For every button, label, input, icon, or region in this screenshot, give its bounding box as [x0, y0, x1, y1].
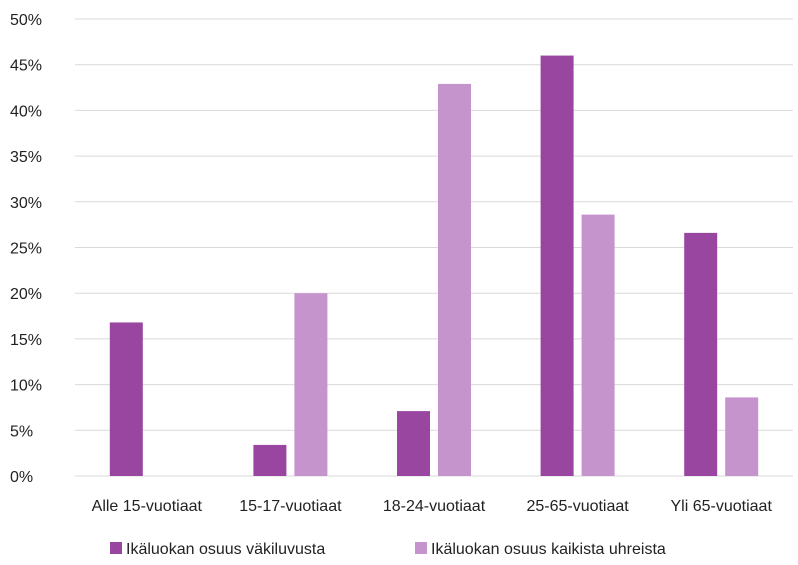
bar-population-share	[684, 232, 718, 476]
legend: Ikäluokan osuus väkiluvusta Ikäluokan osu…	[110, 541, 666, 558]
y-tick-label: 0%	[10, 469, 33, 486]
x-axis: Alle 15-vuotiaat 15-17-vuotiaat 18-24-vuot…	[92, 498, 773, 515]
x-tick-label: 25-65-vuotiaat	[526, 498, 629, 515]
legend-label: Ikäluokan osuus väkiluvusta	[126, 541, 325, 558]
x-tick-label: Yli 65-vuotiaat	[671, 498, 773, 515]
y-tick-label: 25%	[10, 241, 42, 258]
bar-population-share	[397, 411, 430, 476]
x-tick-label: Alle 15-vuotiaat	[92, 498, 203, 515]
y-tick-label: 30%	[10, 195, 42, 212]
bar-victim-share	[438, 83, 471, 477]
bar-victim-share	[294, 293, 328, 476]
legend-swatch	[415, 542, 427, 554]
y-tick-label: 45%	[10, 58, 42, 75]
y-tick-label: 20%	[10, 286, 42, 303]
y-tick-label: 50%	[10, 12, 42, 29]
bar-population-share	[253, 444, 287, 476]
x-tick-label: 15-17-vuotiaat	[239, 498, 342, 515]
y-axis: 0% 5% 10% 15% 20% 25% 30% 35% 40% 45% 50%	[10, 12, 42, 486]
y-tick-label: 10%	[10, 378, 42, 395]
gridlines	[75, 18, 793, 477]
x-tick-label: 18-24-vuotiaat	[383, 498, 486, 515]
legend-swatch	[110, 542, 122, 554]
bar-population-share	[540, 55, 574, 477]
bar-population-share	[109, 322, 143, 476]
bar-victim-share	[725, 397, 759, 476]
legend-label: Ikäluokan osuus kaikista uhreista	[431, 541, 666, 558]
y-tick-label: 5%	[10, 423, 33, 440]
bars	[109, 55, 759, 477]
y-tick-label: 35%	[10, 149, 42, 166]
y-tick-label: 40%	[10, 103, 42, 120]
y-tick-label: 15%	[10, 332, 42, 349]
bar-victim-share	[581, 214, 615, 476]
